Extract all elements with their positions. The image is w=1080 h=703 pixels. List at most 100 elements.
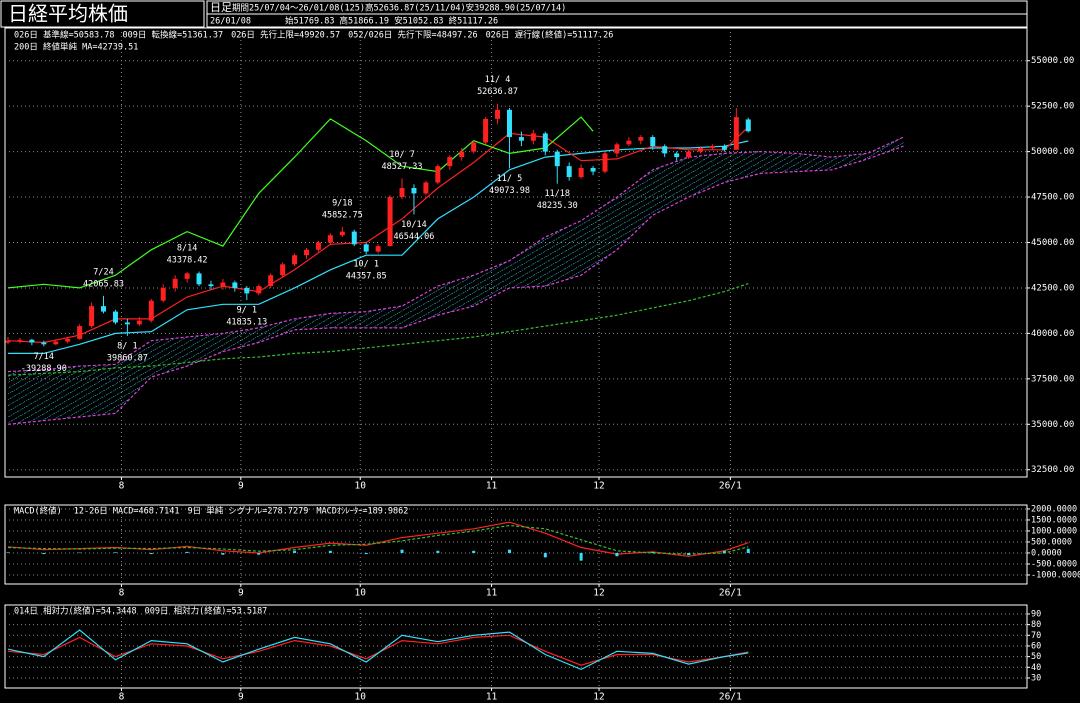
candle-body xyxy=(244,287,250,294)
x-tick-label: 12 xyxy=(593,481,604,492)
last-date: 26/01/08 xyxy=(210,17,251,27)
histogram-bar xyxy=(746,548,750,553)
candle-body xyxy=(327,235,333,243)
y-tick-label: 1000.0000 xyxy=(1031,526,1077,536)
histogram-bar xyxy=(579,552,583,561)
histogram-bar xyxy=(687,552,691,556)
candle-body xyxy=(686,151,692,158)
histogram-bar xyxy=(507,549,511,553)
candle-body xyxy=(471,142,477,152)
candle-body xyxy=(674,153,680,158)
legend-entry: 026日 基準線=50583.78 xyxy=(14,30,115,41)
candle-body xyxy=(351,231,357,245)
x-tick-label: 12 xyxy=(593,588,604,599)
x-tick-label: 8 xyxy=(119,481,125,492)
range-info: 期間25/07/04～26/01/08(125)高52636.87(25/11/… xyxy=(232,3,566,14)
histogram-bar xyxy=(543,552,547,558)
x-tick-label: 10 xyxy=(355,481,367,492)
page-title: 日経平均株価 xyxy=(8,2,128,26)
candle-body xyxy=(542,133,548,152)
x-tick-label: 12 xyxy=(593,692,604,703)
candle-body xyxy=(745,119,751,132)
candle-body xyxy=(495,109,501,119)
cloud xyxy=(8,137,904,425)
histogram-bar xyxy=(221,552,225,555)
candle-body xyxy=(339,231,345,236)
candle-body xyxy=(172,278,178,288)
candle-body xyxy=(220,282,226,287)
y-tick-label: 45000.00 xyxy=(1031,238,1074,248)
x-tick-label: 26/1 xyxy=(719,692,742,703)
candle-body xyxy=(77,326,83,339)
annotation-date: 10/ 1 xyxy=(353,260,379,270)
candle-body xyxy=(5,340,11,343)
legend-entry: 009日 相対力(終値)=53.5187 xyxy=(145,606,268,617)
histogram-bar xyxy=(436,550,440,553)
candle-body xyxy=(721,146,727,150)
candle-body xyxy=(184,273,190,279)
histogram-bar xyxy=(472,550,476,553)
candle-body xyxy=(124,322,130,325)
indicator-line xyxy=(7,524,749,555)
candle-body xyxy=(518,137,524,141)
y-tick-label: 70 xyxy=(1031,631,1041,641)
candle-body xyxy=(112,311,118,323)
annotation-date: 10/ 7 xyxy=(389,150,415,160)
candle-body xyxy=(399,187,405,198)
annotation-value: 41835.13 xyxy=(226,318,267,328)
candle-body xyxy=(638,137,644,141)
annotation-date: 9/ 1 xyxy=(237,306,257,316)
annotation-value: 43378.42 xyxy=(167,255,208,265)
candle-body xyxy=(53,341,59,345)
x-tick-label: 8 xyxy=(119,692,125,703)
annotation-date: 9/18 xyxy=(332,199,352,209)
candle-body xyxy=(733,117,739,150)
y-tick-label: 55000.00 xyxy=(1031,56,1074,66)
annotation-date: 8/14 xyxy=(177,243,197,253)
legend-entry: MACDｵｼﾚｰﾀｰ=189.9862 xyxy=(316,507,408,517)
y-tick-label: 35000.00 xyxy=(1031,420,1074,430)
x-tick-label: 8 xyxy=(119,588,125,599)
candle-body xyxy=(101,306,107,312)
histogram-bar xyxy=(293,550,297,553)
candle-body xyxy=(662,146,668,154)
annotation-value: -39288.90 xyxy=(21,364,67,374)
candle-body xyxy=(614,144,620,154)
y-tick-label: 42500.00 xyxy=(1031,283,1074,293)
candle-body xyxy=(566,166,572,178)
x-tick-label: 26/1 xyxy=(719,588,742,599)
y-tick-label: 40000.00 xyxy=(1031,329,1074,339)
period-label: 日足 xyxy=(210,1,232,14)
x-tick-label: 10 xyxy=(355,692,367,703)
candle-body xyxy=(65,338,71,342)
main-panel xyxy=(4,27,1028,478)
annotation-value: 44357.85 xyxy=(346,272,387,282)
y-tick-label: 0.0000 xyxy=(1031,548,1062,558)
y-tick-label: 40 xyxy=(1031,663,1041,673)
indicator-line xyxy=(7,116,594,289)
y-tick-label: 30 xyxy=(1031,673,1041,683)
indicator-line xyxy=(7,136,904,373)
annotation-date: 7/24 xyxy=(93,267,113,277)
candle-body xyxy=(626,140,632,145)
annotation-date: 8/ 1 xyxy=(117,341,137,351)
histogram-bar xyxy=(149,552,153,555)
candle-body xyxy=(554,151,560,167)
y-tick-label: -500.0000 xyxy=(1031,559,1077,569)
candle-body xyxy=(232,282,238,288)
candle-body xyxy=(590,167,596,172)
candle-body xyxy=(423,182,429,194)
last-ohlc: 始51769.83 高51866.19 安51052.83 終51117.26 xyxy=(285,16,498,27)
candle-body xyxy=(160,287,166,301)
annotation-date: 10/14 xyxy=(401,220,427,230)
x-tick-label: 10 xyxy=(355,588,367,599)
candle-body xyxy=(304,249,309,256)
y-tick-label: 50 xyxy=(1031,652,1041,662)
candle-body xyxy=(89,306,95,327)
y-tick-label: -1000.0000 xyxy=(1031,570,1080,580)
candle-body xyxy=(375,246,381,252)
candle-body xyxy=(196,273,202,285)
annotation-value: 45852.75 xyxy=(322,211,363,221)
candle-body xyxy=(268,275,274,287)
rsi-panel xyxy=(4,604,1028,689)
